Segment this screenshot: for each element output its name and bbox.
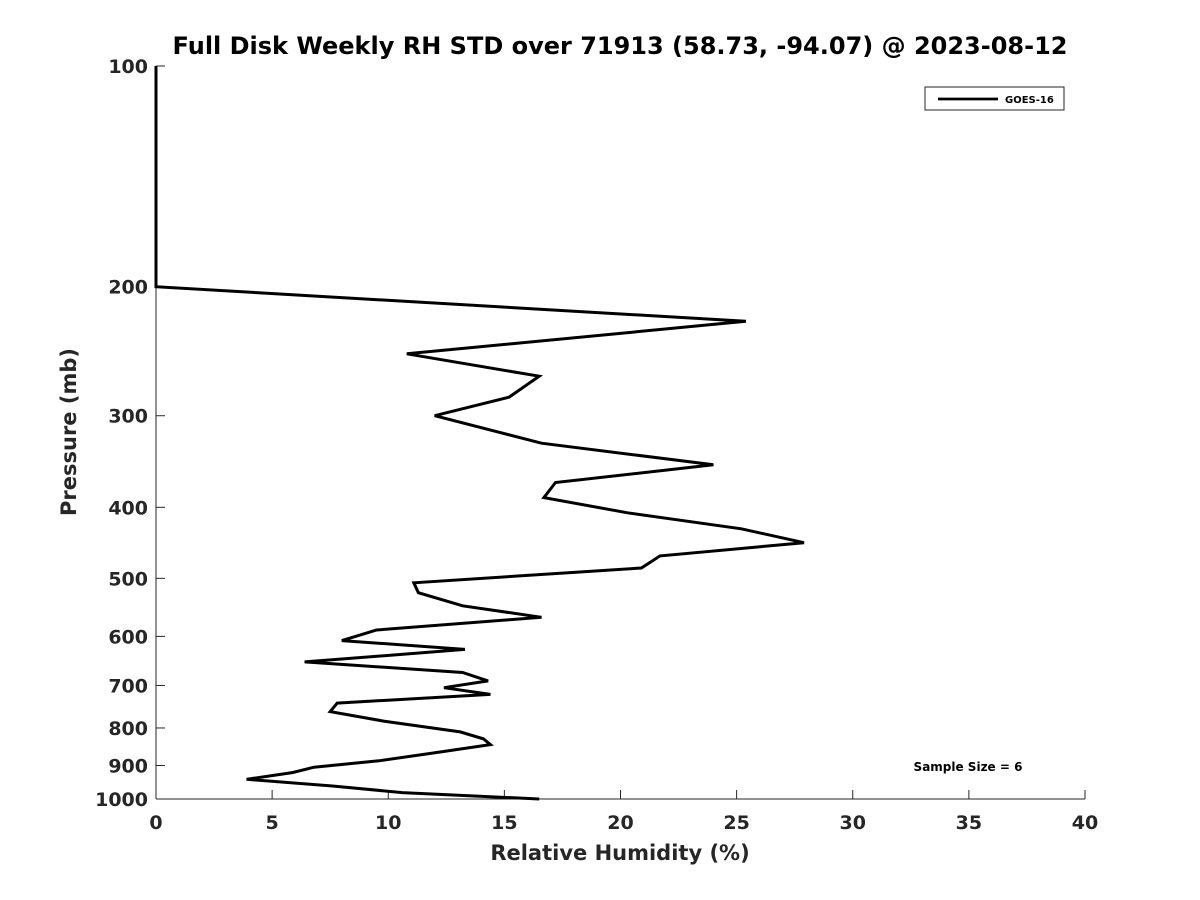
x-ticks: 0 5 10 15 20 25 30 35 40: [149, 790, 1098, 834]
x-tick-label: 35: [956, 812, 982, 834]
y-tick-label: 900: [108, 755, 148, 777]
legend-label-goes16: GOES-16: [1005, 95, 1054, 106]
y-tick-label: 1000: [95, 789, 148, 811]
y-tick-label: 700: [108, 675, 148, 697]
series-layer: [154, 66, 805, 801]
x-axis-label: Relative Humidity (%): [490, 841, 749, 865]
y-tick-label: 200: [108, 277, 148, 299]
x-tick-label: 40: [1072, 812, 1098, 834]
y-tick-label: 300: [108, 406, 148, 428]
x-tick-label: 0: [149, 812, 162, 834]
x-tick-label: 25: [723, 812, 749, 834]
y-tick-label: 600: [108, 626, 148, 648]
y-tick-label: 500: [108, 568, 148, 590]
x-tick-label: 15: [491, 812, 517, 834]
chart-title: Full Disk Weekly RH STD over 71913 (58.7…: [173, 32, 1068, 60]
y-tick-label: 800: [108, 718, 148, 740]
y-tick-label: 100: [108, 56, 148, 78]
legend: GOES-16: [924, 86, 1065, 111]
series-line-goes-16: [154, 66, 805, 801]
x-tick-label: 30: [840, 812, 866, 834]
x-tick-label: 5: [266, 812, 279, 834]
x-tick-label: 10: [375, 812, 401, 834]
x-tick-label: 20: [607, 812, 633, 834]
y-tick-label: 400: [108, 497, 148, 519]
y-ticks: 100 200 300 400 500 600 700 800 900 1000: [95, 56, 165, 811]
sample-size-annotation: Sample Size = 6: [914, 760, 1023, 774]
y-axis-label: Pressure (mb): [57, 348, 81, 516]
